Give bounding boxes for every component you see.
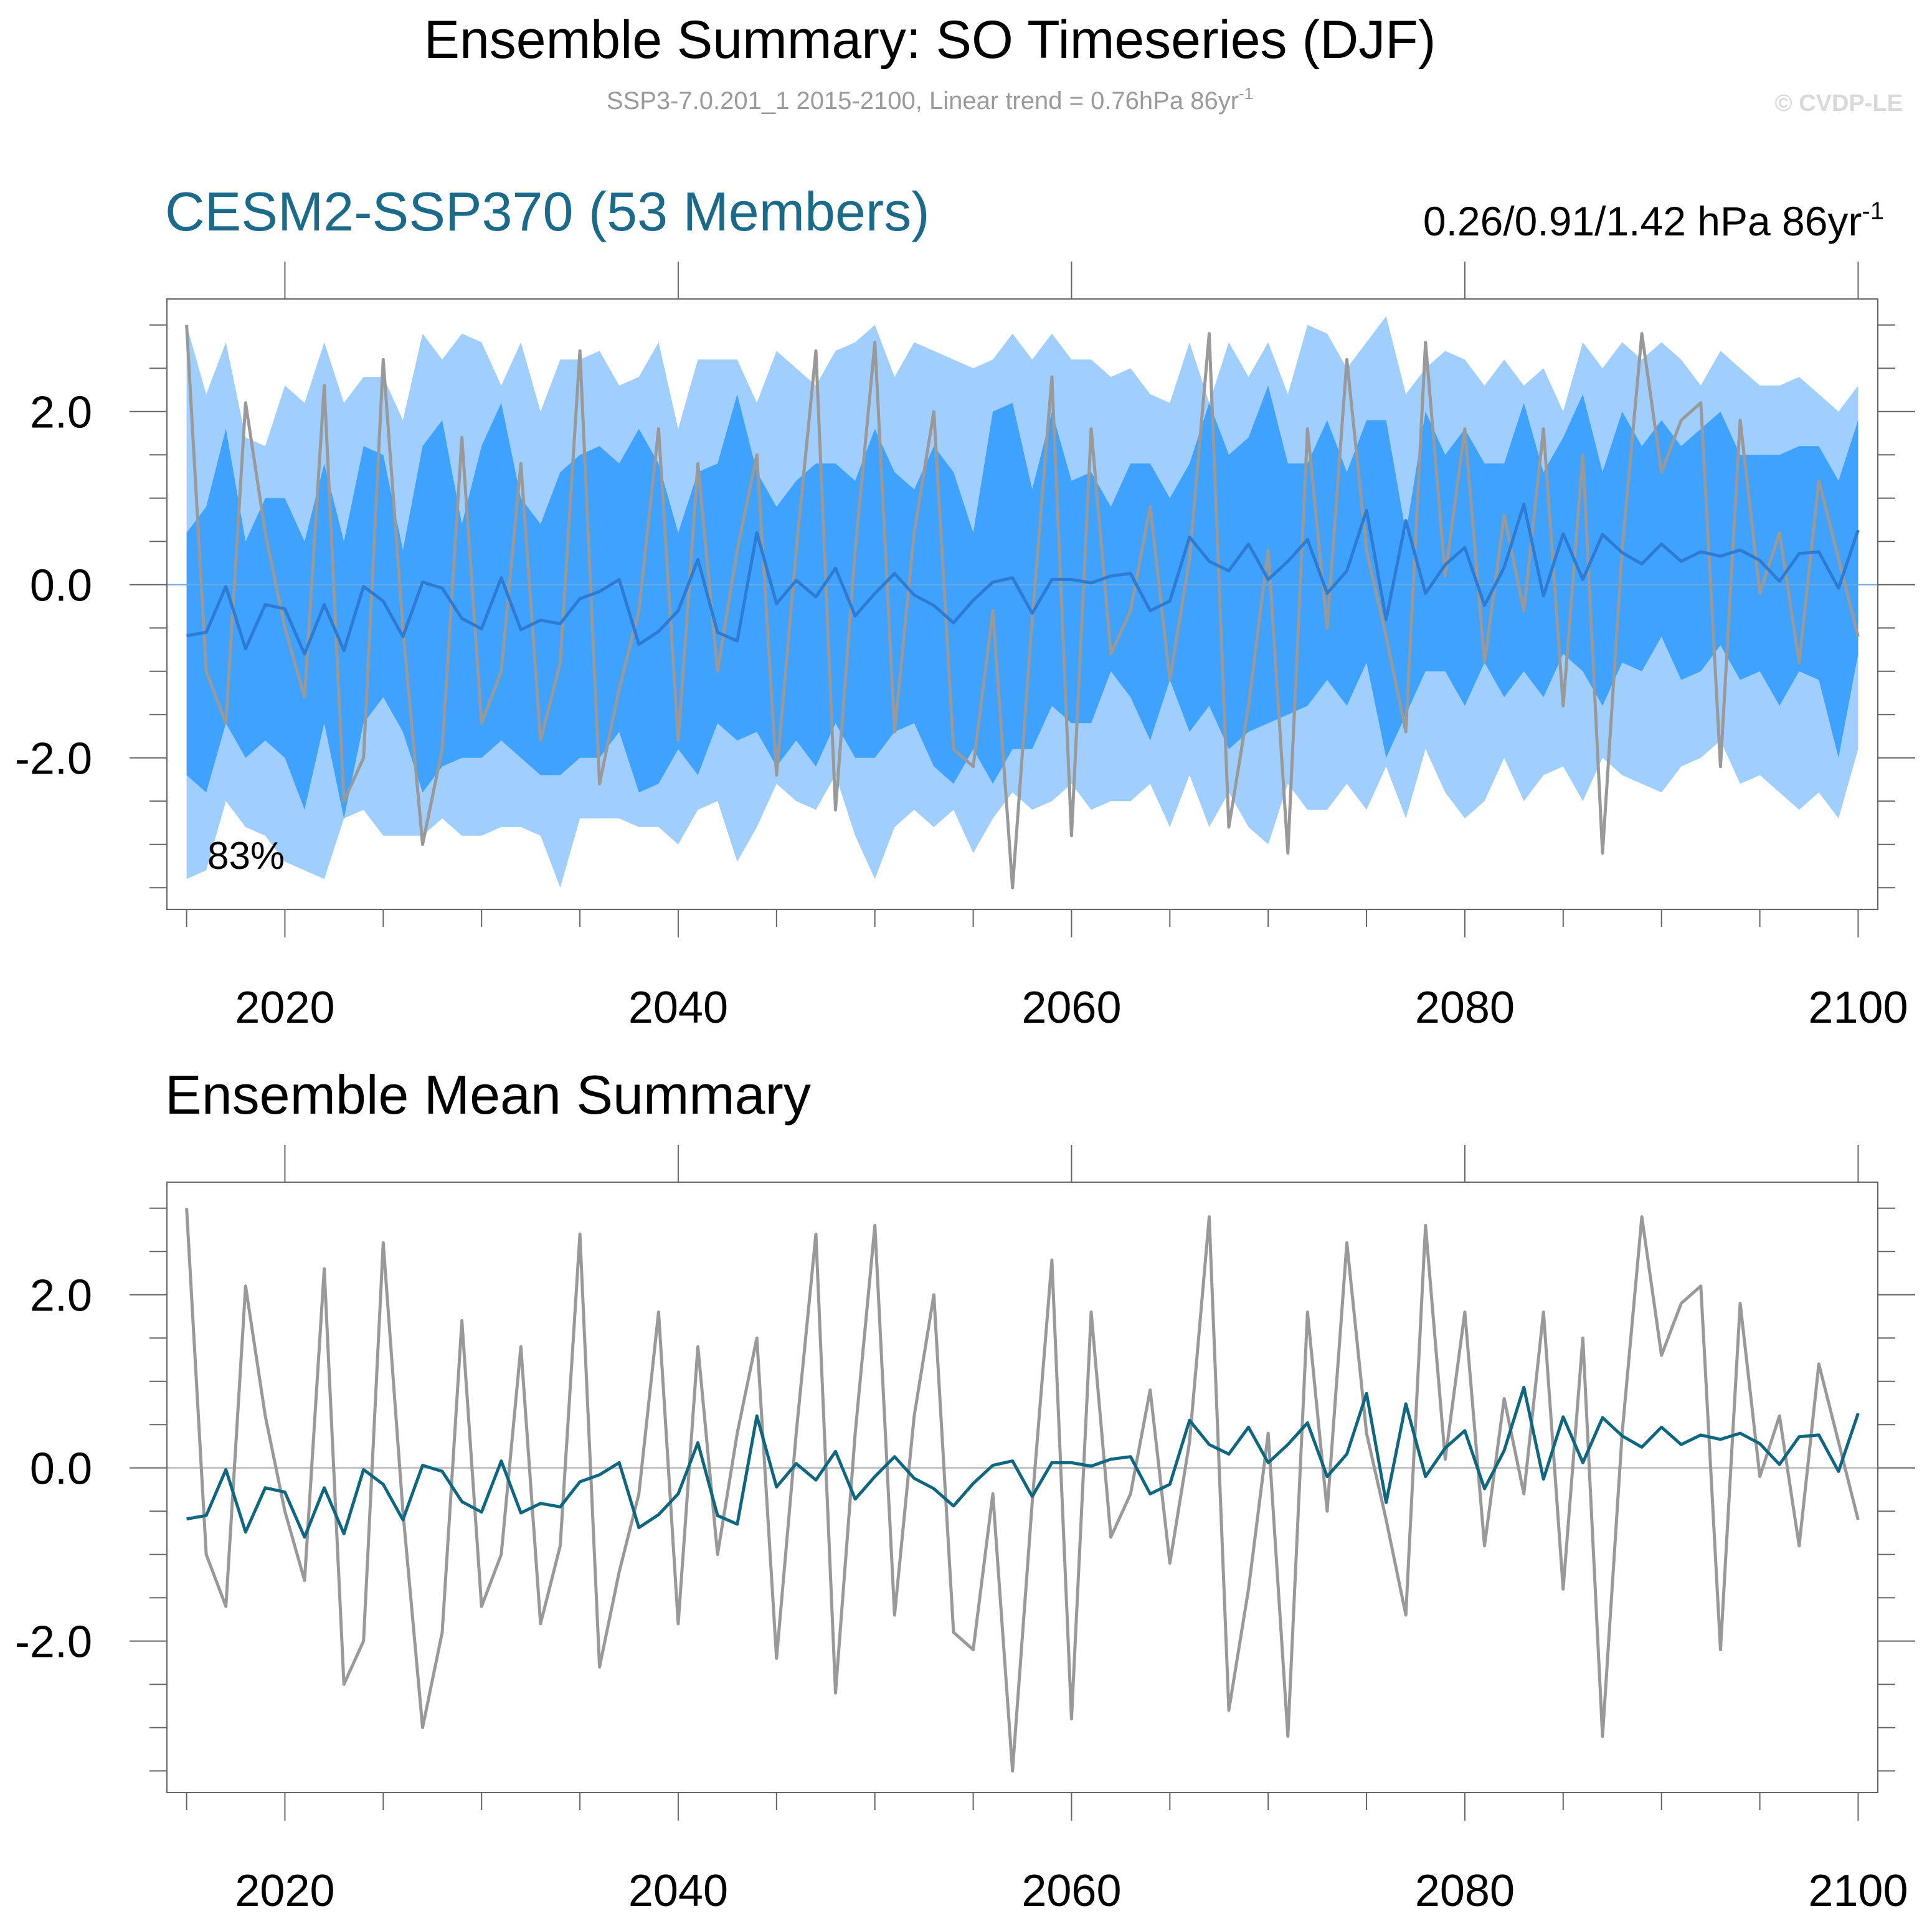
x-tick-label: 2020 bbox=[235, 983, 334, 1033]
x-tick-label: 2060 bbox=[1021, 983, 1121, 1033]
y-tick-label: 0.0 bbox=[30, 561, 92, 611]
panel1-title: CESM2-SSP370 (53 Members) bbox=[165, 181, 930, 242]
watermark: © CVDP-LE bbox=[1775, 90, 1903, 116]
plot-border bbox=[166, 1182, 1878, 1793]
observation-line bbox=[185, 325, 1860, 889]
percent-annotation: 83% bbox=[207, 835, 285, 878]
x-tick-label: 2040 bbox=[628, 1866, 728, 1916]
x-tick-label: 2020 bbox=[235, 1866, 334, 1916]
ensemble-summary-panel: CESM2-SSP370 (53 Members) 0.26/0.91/1.42… bbox=[15, 181, 1915, 1033]
ensemble-mean-panel: Ensemble Mean Summary 2020 2040 2060 2080 21… bbox=[15, 1064, 1915, 1916]
panel1-trend-label: 0.26/0.91/1.42 hPa 86yr-1 bbox=[1423, 197, 1884, 244]
ensemble-mean-line bbox=[186, 1385, 1860, 1539]
plot-content bbox=[167, 316, 1878, 889]
x-tick-label: 2080 bbox=[1415, 983, 1515, 1033]
x-tick-label: 2080 bbox=[1415, 1866, 1515, 1916]
y-tick-label: 0.0 bbox=[30, 1444, 92, 1494]
x-tick-label: 2100 bbox=[1808, 983, 1908, 1033]
subtitle-sup: -1 bbox=[1239, 84, 1253, 103]
observation-line bbox=[185, 1208, 1860, 1773]
subtitle-text: SSP3-7.0.201_1 2015-2100, Linear trend =… bbox=[607, 87, 1239, 115]
panel2-plot-area: 2020 2040 2060 2080 2100 -2.0 0.0 2.0 bbox=[15, 1145, 1915, 1916]
trend-label-sup: -1 bbox=[1862, 197, 1884, 225]
trend-label-text: 0.26/0.91/1.42 hPa 86yr bbox=[1423, 198, 1862, 244]
panel2-title: Ensemble Mean Summary bbox=[165, 1064, 811, 1125]
plot-content bbox=[167, 1208, 1878, 1773]
y-tick-label: 2.0 bbox=[30, 388, 92, 438]
x-tick-label: 2040 bbox=[628, 983, 728, 1033]
y-tick-label: -2.0 bbox=[15, 734, 92, 784]
x-tick-label: 2060 bbox=[1021, 1866, 1121, 1916]
subtitle: SSP3-7.0.201_1 2015-2100, Linear trend =… bbox=[607, 84, 1253, 115]
ensemble-mean-line bbox=[186, 502, 1860, 656]
y-tick-label: -2.0 bbox=[15, 1618, 92, 1667]
inner-percentile-band bbox=[186, 386, 1859, 818]
x-tick-label: 2100 bbox=[1808, 1866, 1908, 1916]
plot-border bbox=[166, 298, 1878, 910]
main-title: Ensemble Summary: SO Timeseries (DJF) bbox=[424, 10, 1436, 70]
panel1-plot-area: 2020 2040 2060 2080 2100 -2.0 0.0 2.0 bbox=[15, 262, 1915, 1033]
y-tick-label: 2.0 bbox=[30, 1271, 92, 1321]
